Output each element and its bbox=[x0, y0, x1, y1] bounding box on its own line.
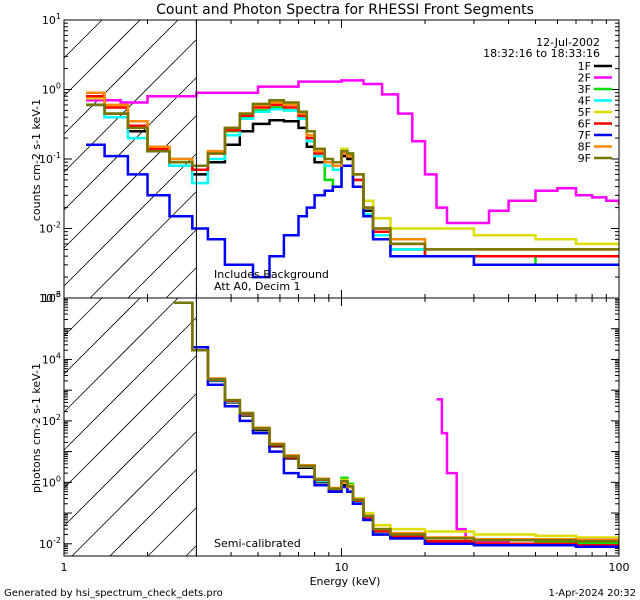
hatch-line bbox=[63, 39, 197, 173]
count-axis-ticks: 10-3 10-2 10-1 100 101 bbox=[39, 12, 620, 305]
legend-label-9F: 9F bbox=[578, 152, 591, 165]
hatch-line bbox=[63, 115, 197, 249]
photon-series-group bbox=[174, 301, 619, 549]
hatch-line bbox=[109, 469, 197, 557]
photon-axis-ticks: 10-2 100 102 104 106 bbox=[39, 290, 620, 557]
hatch-line bbox=[89, 191, 197, 299]
hatch-line bbox=[185, 545, 197, 557]
hatch-line bbox=[63, 153, 197, 287]
photon-y-tick-label: 10-2 bbox=[39, 536, 61, 551]
photon-y-tick-label: 102 bbox=[42, 413, 61, 428]
count-y-tick-label: 100 bbox=[42, 82, 61, 97]
count-series-2F bbox=[86, 79, 619, 225]
count-y-tick-label: 10-3 bbox=[39, 290, 61, 305]
photon-series-3F bbox=[174, 301, 619, 546]
photon-y-tick-label: 106 bbox=[42, 290, 61, 305]
x-tick-label: 1 bbox=[61, 561, 68, 574]
legend-label-3F: 3F bbox=[578, 83, 591, 96]
hatch-line bbox=[165, 267, 197, 299]
hatch-line bbox=[147, 507, 197, 557]
count-y-tick-label: 10-2 bbox=[39, 221, 61, 236]
x-axis-title: Energy (keV) bbox=[310, 575, 381, 588]
count-y-axis-title: counts cm-2 s-1 keV-1 bbox=[30, 99, 43, 221]
photon-y-tick-label: 104 bbox=[42, 351, 61, 366]
chart-title: Count and Photon Spectra for RHESSI Fron… bbox=[156, 2, 534, 18]
hatch-line bbox=[63, 317, 197, 451]
hatch-line bbox=[63, 19, 103, 59]
hatch-line bbox=[63, 393, 197, 527]
hatch-line bbox=[63, 19, 141, 97]
legend-label-7F: 7F bbox=[578, 129, 591, 142]
legend-label-1F: 1F bbox=[578, 60, 591, 73]
background-note: Includes Background bbox=[214, 268, 329, 281]
count-spectrum-panel: 10-3 10-2 10-1 100 101 12-Jul-2002 18:32:16 … bbox=[30, 12, 620, 305]
photon-y-axis-title: photons cm-2 s-1 keV-1 bbox=[30, 363, 43, 493]
attenuator-note: Att A0, Decim 1 bbox=[214, 280, 301, 293]
hatch-line bbox=[63, 77, 197, 211]
photon-series-1F bbox=[174, 301, 619, 549]
legend-label-2F: 2F bbox=[578, 72, 591, 85]
legend-label-8F: 8F bbox=[578, 141, 591, 154]
semi-calibrated-note: Semi-calibrated bbox=[214, 537, 301, 550]
legend-label-4F: 4F bbox=[578, 95, 591, 108]
photon-series-4F bbox=[174, 301, 619, 547]
x-tick-label: 100 bbox=[609, 561, 630, 574]
count-series-group bbox=[86, 79, 619, 279]
date-label: 12-Jul-2002 bbox=[536, 36, 600, 49]
hatch-line bbox=[63, 19, 179, 135]
hatched-attenuator-region-lower bbox=[63, 297, 197, 557]
x-tick-label: 10 bbox=[335, 561, 349, 574]
photon-series-6F bbox=[174, 301, 619, 547]
hatch-line bbox=[127, 229, 197, 299]
count-series-9F bbox=[86, 99, 619, 251]
timestamp-footer: 1-Apr-2024 20:32 bbox=[549, 588, 636, 599]
hatch-line bbox=[71, 431, 197, 557]
photon-spectrum-panel: 10-2 100 102 104 106 Semi-calibrated photons… bbox=[30, 290, 620, 557]
hatch-line bbox=[63, 297, 103, 337]
legend-label-6F: 6F bbox=[578, 118, 591, 131]
photon-series-9F bbox=[174, 301, 619, 543]
photon-plot-frame bbox=[63, 297, 620, 557]
photon-series-2F bbox=[436, 398, 619, 546]
hatch-line bbox=[63, 297, 141, 375]
legend-label-5F: 5F bbox=[578, 106, 591, 119]
hatch-line bbox=[63, 297, 179, 413]
generated-by-footer: Generated by hsi_spectrum_check_dets.pro bbox=[4, 588, 223, 599]
count-y-tick-label: 101 bbox=[42, 12, 61, 27]
photon-y-tick-label: 100 bbox=[42, 474, 61, 489]
hatched-attenuator-region bbox=[63, 19, 197, 299]
count-series-7F bbox=[86, 143, 619, 279]
count-y-tick-label: 10-1 bbox=[39, 151, 61, 166]
hatch-line bbox=[63, 355, 197, 489]
x-axis-ticks: 1 10 100 bbox=[61, 561, 630, 574]
time-range-label: 18:32:16 to 18:33:16 bbox=[483, 47, 600, 60]
photon-series-7F bbox=[174, 301, 619, 549]
